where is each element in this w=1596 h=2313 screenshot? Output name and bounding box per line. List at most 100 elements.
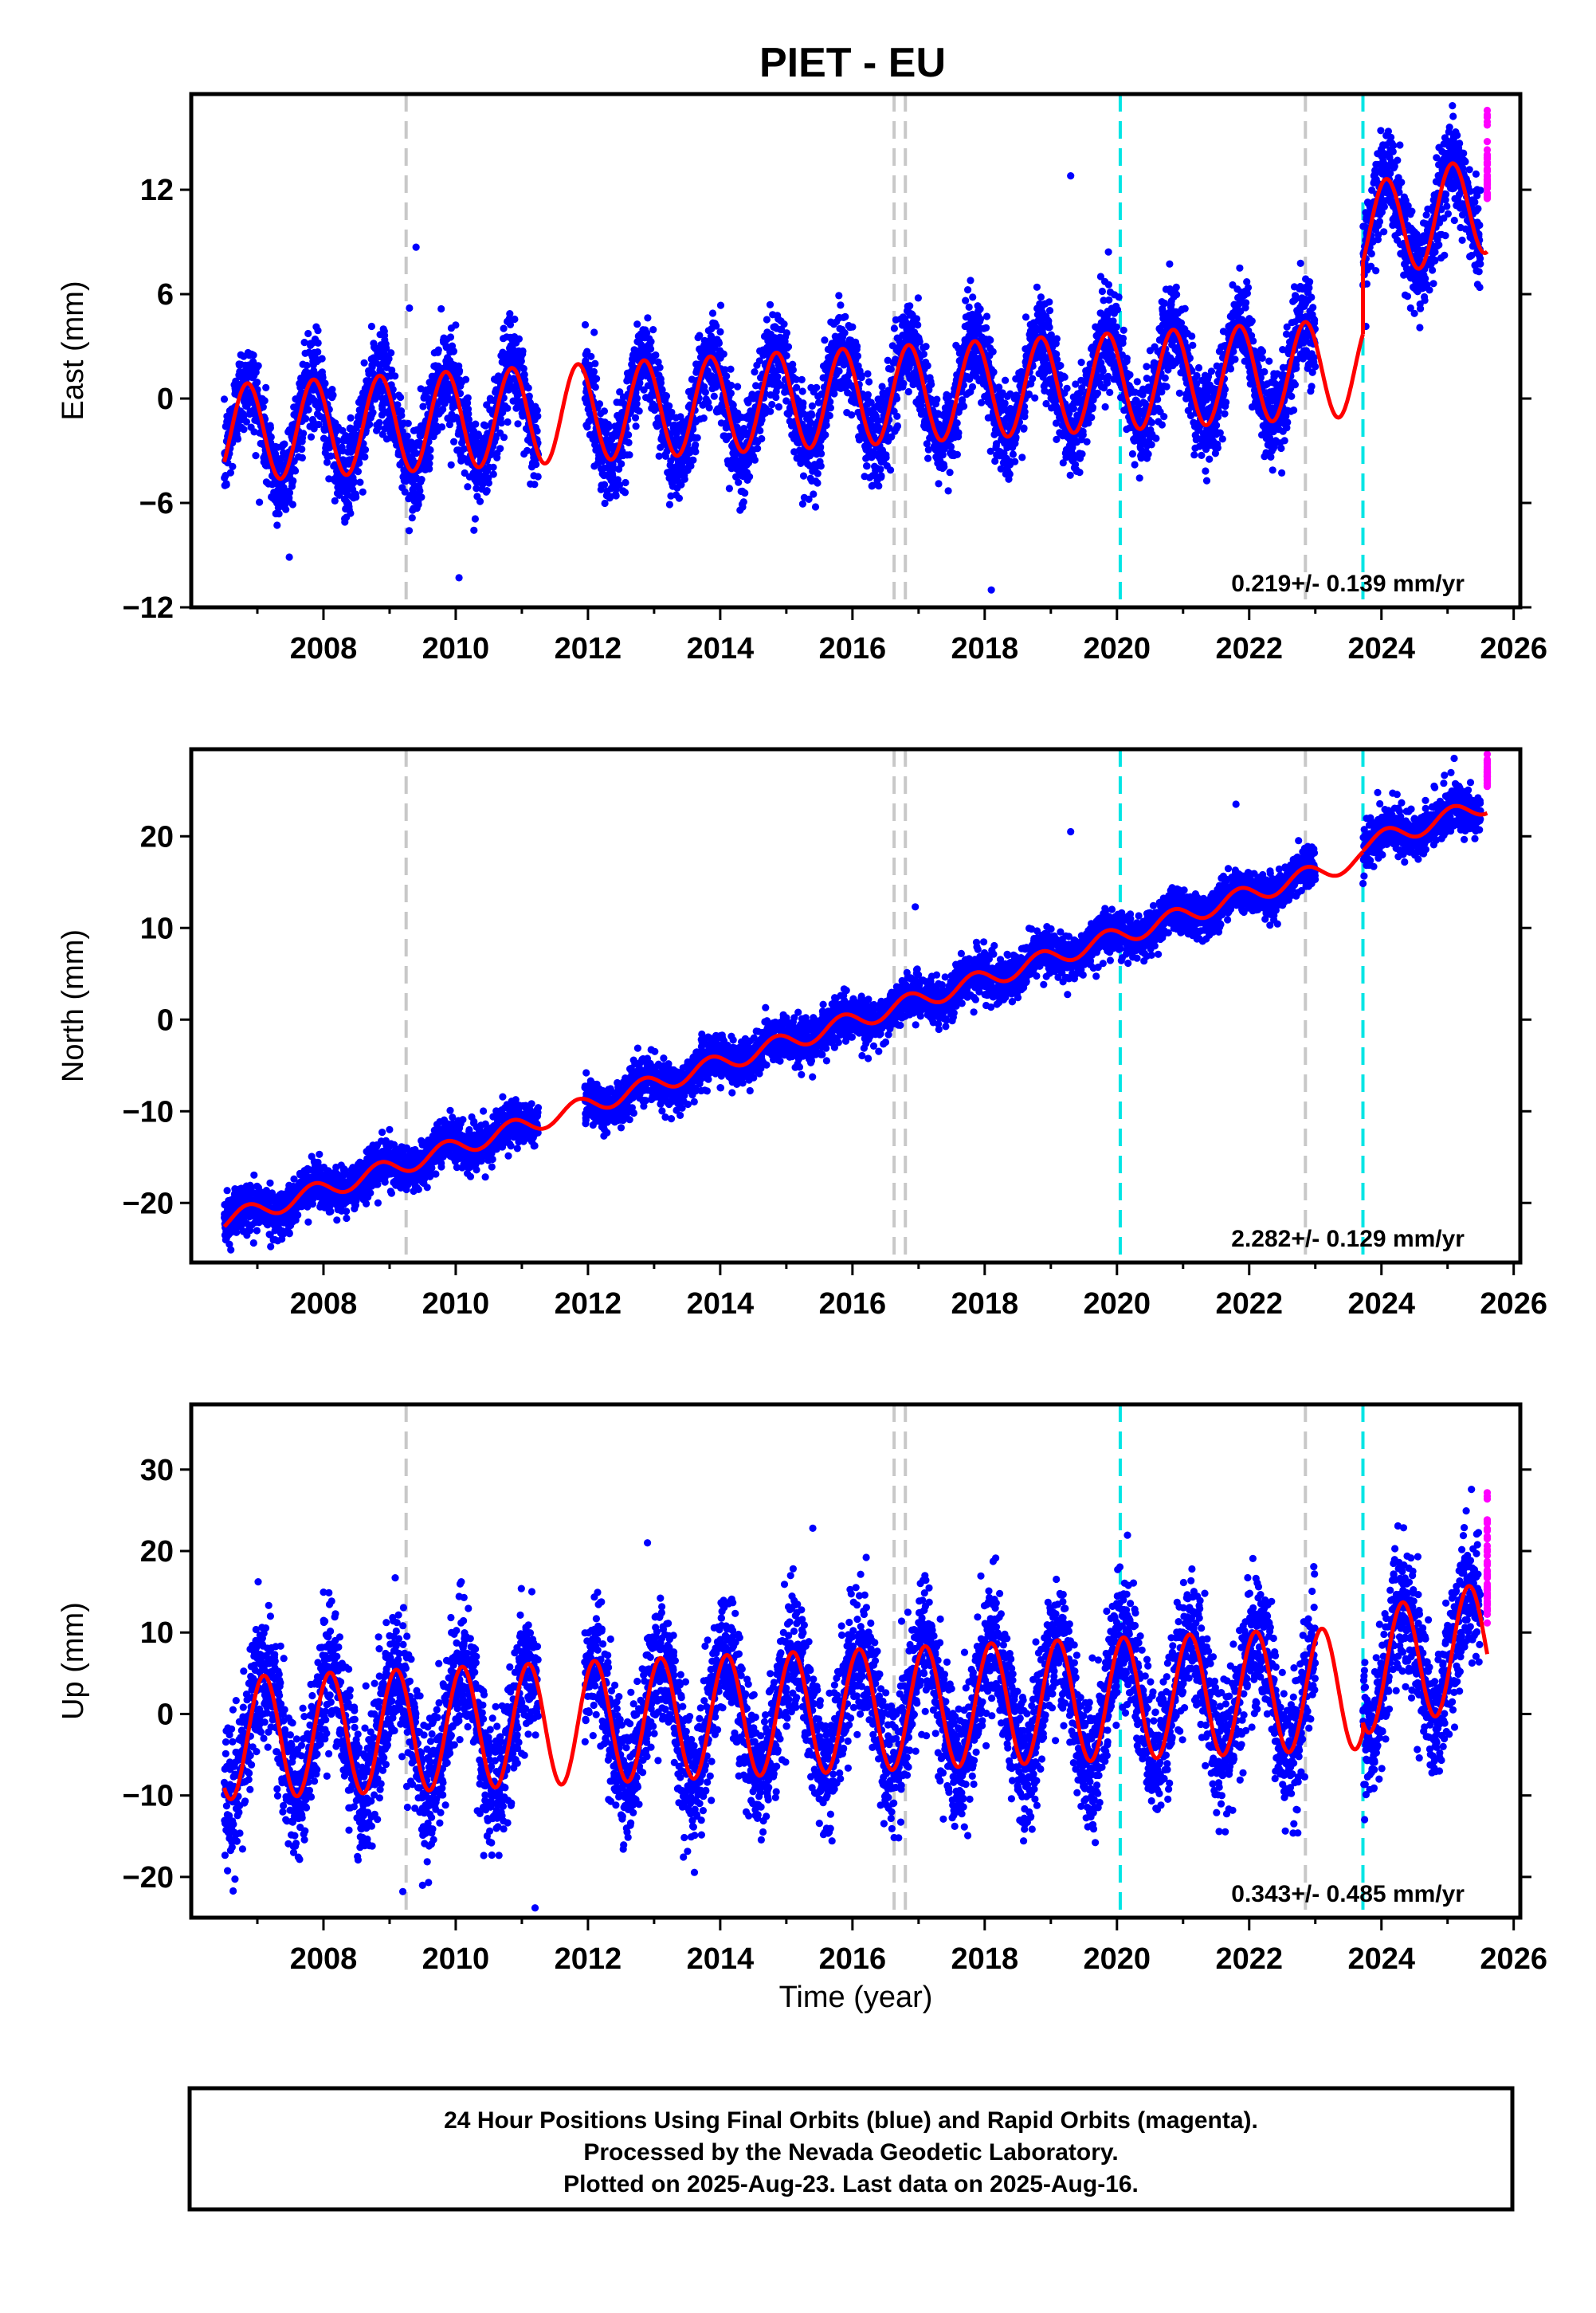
final-orbit-point [869, 481, 876, 489]
final-orbit-point [1029, 375, 1037, 383]
final-orbit-point [581, 320, 590, 329]
final-orbit-point [965, 303, 973, 311]
final-orbit-point [1083, 438, 1091, 446]
final-orbit-point [835, 292, 843, 300]
final-orbit-point [1088, 403, 1096, 411]
final-orbit-point [712, 322, 720, 330]
final-orbit-point [1009, 450, 1017, 458]
final-orbit-point [394, 401, 402, 409]
final-orbit-point [1006, 390, 1014, 398]
final-orbit-point [298, 454, 306, 462]
final-orbit-point [1088, 414, 1096, 422]
final-orbit-point [462, 375, 470, 383]
final-orbit-point [969, 293, 977, 301]
final-orbit-point [388, 366, 396, 375]
final-orbit-point [774, 403, 783, 411]
final-orbit-point [354, 468, 362, 476]
final-orbit-point [304, 406, 312, 414]
final-orbit-point [534, 473, 542, 481]
final-orbit-point [285, 489, 294, 497]
final-orbit-point [282, 505, 290, 513]
final-orbit-point [944, 487, 952, 495]
final-orbit-point [492, 434, 500, 442]
final-orbit-point [793, 383, 801, 391]
final-orbit-point [375, 418, 383, 426]
final-orbit-point [708, 309, 717, 317]
final-orbit-point [310, 425, 318, 433]
final-orbit-point [280, 440, 288, 448]
final-orbit-point [479, 481, 487, 489]
final-orbit-point [625, 431, 633, 439]
final-orbit-point [267, 433, 275, 442]
final-orbit-point [445, 421, 454, 429]
final-orbit-point [385, 355, 393, 363]
final-orbit-point [1045, 317, 1053, 325]
final-orbit-point [519, 347, 527, 355]
final-orbit-point [473, 485, 480, 493]
final-orbit-point [484, 479, 493, 487]
final-orbit-point [687, 461, 695, 470]
final-orbit-point [303, 361, 311, 370]
final-orbit-point [533, 427, 541, 435]
final-orbit-point [959, 396, 967, 404]
final-orbit-point [416, 487, 424, 495]
final-orbit-point [266, 424, 274, 432]
final-orbit-point [853, 352, 862, 360]
final-orbit-point [356, 478, 364, 486]
final-orbit-point [240, 426, 248, 434]
final-orbit-point [525, 392, 533, 400]
final-orbit-point [418, 476, 425, 484]
final-orbit-point [481, 422, 489, 430]
final-orbit-point [366, 420, 374, 429]
final-orbit-point [940, 463, 948, 471]
final-orbit-point [799, 472, 808, 480]
final-orbit-point [729, 401, 737, 409]
final-orbit-point [1045, 298, 1053, 306]
final-orbit-point [249, 351, 257, 359]
final-orbit-point [315, 420, 323, 429]
final-orbit-point [533, 406, 541, 414]
final-orbit-point [273, 521, 281, 529]
final-orbit-point [798, 500, 807, 508]
final-orbit-point [727, 381, 735, 390]
final-orbit-point [504, 386, 513, 394]
final-orbit-point [1018, 454, 1026, 461]
final-orbit-point [841, 329, 849, 337]
final-orbit-point [864, 370, 872, 378]
final-orbit-point [808, 402, 816, 410]
final-orbit-point [1076, 469, 1084, 477]
final-orbit-point [583, 348, 591, 355]
final-orbit-point [414, 501, 422, 509]
final-orbit-point [811, 503, 820, 511]
final-orbit-point [888, 433, 896, 441]
final-orbit-point [595, 400, 604, 408]
final-orbit-point [601, 481, 609, 489]
final-orbit-point [727, 365, 735, 373]
final-orbit-point [331, 497, 339, 505]
final-orbit-point [710, 392, 718, 400]
final-orbit-point [826, 404, 834, 412]
final-orbit-point [644, 314, 652, 322]
final-orbit-point [1045, 324, 1053, 332]
final-orbit-point [520, 371, 528, 379]
final-orbit-point [300, 430, 308, 438]
scatter-points-east [220, 102, 1492, 594]
final-orbit-point [612, 492, 620, 500]
final-orbit-point [314, 339, 322, 347]
final-orbit-point [288, 501, 296, 509]
final-orbit-point [658, 386, 666, 394]
final-orbit-point [810, 490, 818, 498]
final-orbit-point [408, 514, 416, 522]
final-orbit-point [649, 326, 657, 334]
final-orbit-point [618, 460, 625, 468]
final-orbit-point [347, 414, 355, 422]
final-orbit-point [782, 329, 791, 337]
final-orbit-point [887, 365, 895, 373]
final-orbit-point [989, 348, 997, 355]
final-orbit-point [746, 473, 754, 481]
final-orbit-point [635, 407, 643, 415]
final-orbit-point [1022, 313, 1030, 321]
final-orbit-point [632, 422, 640, 430]
final-orbit-point [904, 387, 912, 396]
final-orbit-point [848, 411, 856, 419]
